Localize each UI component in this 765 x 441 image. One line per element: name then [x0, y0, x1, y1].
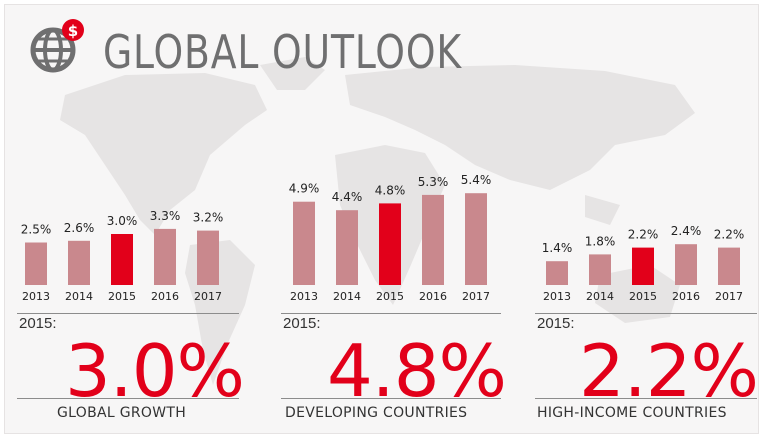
divider-bottom — [535, 398, 757, 399]
divider-top — [535, 313, 757, 314]
data-label-2017: 5.4% — [461, 173, 492, 187]
chart-global-growth: 2.5% 2013 2.6% 2014 3.0% 2015 3.3% 2016 3.2% 2017 — [21, 209, 224, 303]
tick-label-2016: 2016 — [151, 290, 179, 303]
bar-2013 — [546, 261, 568, 285]
tick-label-2015: 2015 — [108, 290, 136, 303]
tick-label-2016: 2016 — [672, 290, 700, 303]
tick-label-2014: 2014 — [333, 290, 361, 303]
divider-top — [17, 313, 239, 314]
tick-label-2016: 2016 — [419, 290, 447, 303]
bar-2013 — [293, 201, 315, 285]
divider-bottom — [17, 398, 239, 399]
data-label-2015: 4.8% — [375, 183, 406, 197]
caption: HIGH-INCOME COUNTRIES — [537, 405, 727, 421]
tick-label-2013: 2013 — [543, 290, 571, 303]
year-label: 2015: — [537, 315, 575, 332]
bar-2014 — [68, 240, 90, 285]
year-label: 2015: — [283, 315, 321, 332]
data-label-2013: 1.4% — [542, 241, 573, 255]
bar-2017 — [465, 193, 487, 285]
divider-top — [281, 313, 501, 314]
bar-2013 — [25, 242, 47, 285]
caption: DEVELOPING COUNTRIES — [285, 405, 468, 421]
tick-label-2013: 2013 — [290, 290, 318, 303]
panel-high-income-countries: 1.4% 2013 1.8% 2014 2.2% 2015 2.4% 2016 2.2% 2017… — [519, 5, 758, 433]
chart-developing-countries: 4.9% 2013 4.4% 2014 4.8% 2015 5.3% 2016 5.4% 2017 — [289, 173, 492, 303]
bar-2014 — [589, 254, 611, 285]
panel-global-growth: 2.5% 2013 2.6% 2014 3.0% 2015 3.3% 2016 3.2% 2017… — [5, 5, 245, 433]
tick-label-2017: 2017 — [194, 290, 222, 303]
bar-2016 — [154, 228, 176, 285]
panel-developing-countries: 4.9% 2013 4.4% 2014 4.8% 2015 5.3% 2016 5.4% 2017… — [267, 5, 507, 433]
data-label-2016: 5.3% — [418, 175, 449, 189]
data-label-2017: 2.2% — [714, 228, 745, 242]
bar-2015 — [379, 203, 401, 285]
data-label-2015: 3.0% — [107, 214, 138, 228]
data-label-2014: 2.6% — [64, 221, 95, 235]
tick-label-2015: 2015 — [376, 290, 404, 303]
bar-2016 — [675, 244, 697, 285]
globe-dollar-icon: $ — [30, 19, 84, 73]
infographic-frame: $ GLOBAL OUTLOOK 2.5% 2013 2.6% 2014 3.0% 201… — [4, 4, 759, 434]
tick-label-2013: 2013 — [22, 290, 50, 303]
year-label: 2015: — [19, 315, 57, 332]
big-value: 3.0% — [65, 329, 245, 413]
svg-text:$: $ — [68, 22, 78, 40]
data-label-2017: 3.2% — [193, 211, 224, 225]
page-title: GLOBAL OUTLOOK — [103, 25, 462, 79]
tick-label-2014: 2014 — [65, 290, 93, 303]
bar-2017 — [718, 247, 740, 285]
data-label-2015: 2.2% — [628, 228, 659, 242]
bar-2015 — [632, 247, 654, 285]
tick-label-2017: 2017 — [715, 290, 743, 303]
chart-high-income-countries: 1.4% 2013 1.8% 2014 2.2% 2015 2.4% 2016 2.2% 2017 — [542, 224, 745, 303]
tick-label-2017: 2017 — [462, 290, 490, 303]
bar-2017 — [197, 230, 219, 285]
big-value: 2.2% — [579, 329, 758, 413]
bar-2016 — [422, 194, 444, 285]
data-label-2013: 2.5% — [21, 223, 52, 237]
data-label-2016: 3.3% — [150, 209, 181, 223]
caption: GLOBAL GROWTH — [57, 405, 187, 421]
tick-label-2014: 2014 — [586, 290, 614, 303]
data-label-2016: 2.4% — [671, 224, 702, 238]
big-value: 4.8% — [327, 329, 507, 413]
divider-bottom — [281, 398, 501, 399]
bar-2015 — [111, 234, 133, 285]
tick-label-2015: 2015 — [629, 290, 657, 303]
bar-2014 — [336, 210, 358, 285]
data-label-2013: 4.9% — [289, 182, 320, 196]
data-label-2014: 1.8% — [585, 234, 616, 248]
data-label-2014: 4.4% — [332, 190, 363, 204]
